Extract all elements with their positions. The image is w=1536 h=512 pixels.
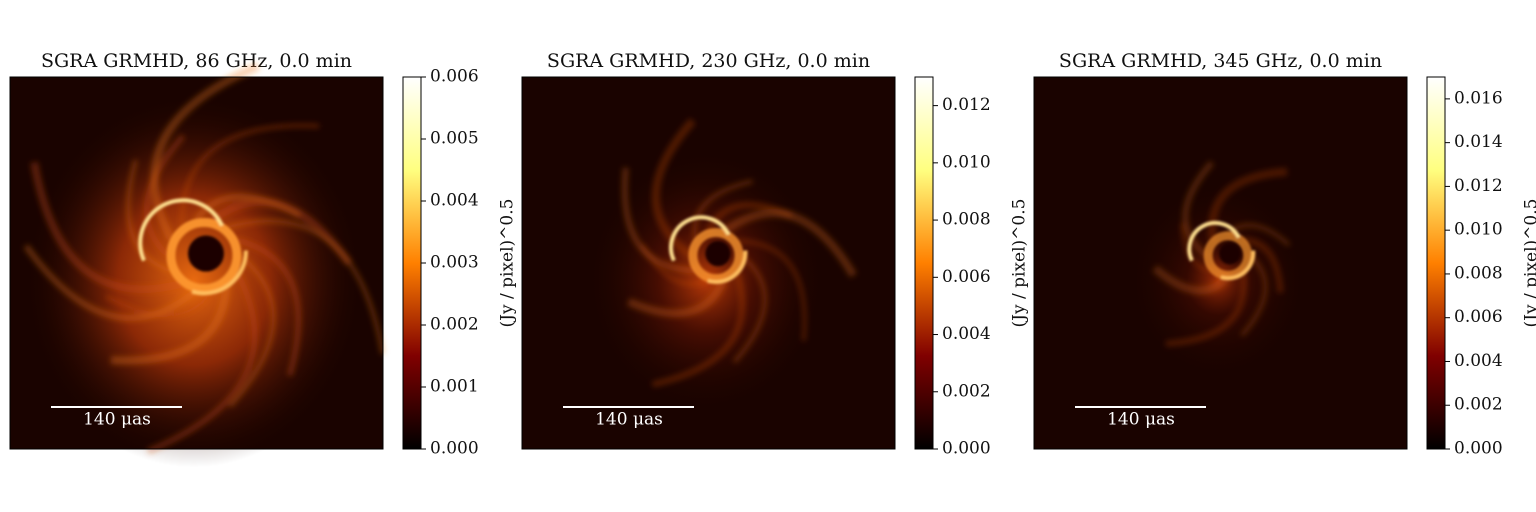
- colorbar-tick-label: 0.008: [942, 210, 991, 230]
- colorbar-tick-label: 0.002: [942, 381, 991, 401]
- colorbar-tick-label: 0.000: [942, 439, 991, 459]
- colorbar-tick-label: 0.005: [430, 129, 479, 149]
- colorbar-tick-label: 0.002: [1454, 395, 1503, 415]
- scalebar-label: 140 μas: [83, 410, 151, 430]
- panel: SGRA GRMHD, 86 GHz, 0.0 min 140 μas 0.000 0…: [9, 50, 518, 468]
- colorbar-tick-label: 0.001: [430, 377, 479, 397]
- image: [522, 77, 895, 449]
- panel: SGRA GRMHD, 230 GHz, 0.0 min 140 μas 0.000…: [521, 50, 1030, 459]
- panel: SGRA GRMHD, 345 GHz, 0.0 min 140 μas 0.000…: [1033, 50, 1536, 459]
- panel-title: SGRA GRMHD, 230 GHz, 0.0 min: [547, 50, 870, 72]
- panel-title: SGRA GRMHD, 86 GHz, 0.0 min: [41, 50, 352, 72]
- colorbar-tick-label: 0.004: [942, 324, 991, 344]
- colorbar-tick-label: 0.008: [1454, 263, 1503, 283]
- colorbar: [914, 76, 934, 450]
- colorbar-tick-label: 0.000: [1454, 439, 1503, 459]
- colorbar-tick-label: 0.006: [430, 67, 479, 87]
- colorbar: [402, 76, 422, 450]
- image: [1034, 77, 1407, 449]
- colorbar-tick-label: 0.000: [430, 439, 479, 459]
- scalebar-label: 140 μas: [595, 410, 663, 430]
- colorbar-label: (Jy / pixel)^0.5: [498, 199, 518, 328]
- colorbar-tick-label: 0.016: [1454, 88, 1503, 108]
- colorbar-tick-label: 0.010: [1454, 220, 1503, 240]
- colorbar-tick-label: 0.003: [430, 253, 479, 273]
- colorbar-tick-label: 0.012: [942, 95, 991, 115]
- colorbar-tick-label: 0.010: [942, 152, 991, 172]
- colorbar-tick-label: 0.014: [1454, 132, 1503, 152]
- colorbar-tick-label: 0.012: [1454, 176, 1503, 196]
- colorbar-tick-label: 0.002: [430, 315, 479, 335]
- scalebar-label: 140 μas: [1107, 410, 1175, 430]
- colorbar-tick-label: 0.004: [1454, 351, 1503, 371]
- colorbar-tick-label: 0.006: [1454, 307, 1503, 327]
- colorbar-label: (Jy / pixel)^0.5: [1010, 199, 1030, 328]
- colorbar-tick-label: 0.004: [430, 191, 479, 211]
- colorbar-tick-label: 0.006: [942, 267, 991, 287]
- image: [10, 62, 385, 468]
- colorbar-label: (Jy / pixel)^0.5: [1522, 199, 1536, 328]
- panel-title: SGRA GRMHD, 345 GHz, 0.0 min: [1059, 50, 1382, 72]
- colorbar: [1426, 76, 1446, 450]
